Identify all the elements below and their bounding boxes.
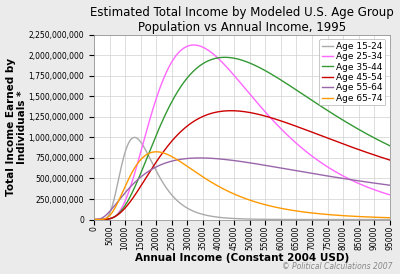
Age 65-74 — [388, 216, 392, 219]
Age 15-24 — [127, 140, 132, 144]
Age 65-74 — [93, 218, 98, 221]
Age 35-44 — [222, 56, 227, 59]
Age 25-34 — [219, 60, 224, 63]
Age 65-74 — [382, 216, 387, 219]
Age 15-24 — [132, 136, 137, 139]
Y-axis label: Total Income Earned by
Individuals *: Total Income Earned by Individuals * — [6, 58, 27, 196]
Age 45-54 — [388, 158, 392, 162]
X-axis label: Annual Income (Constant 2004 USD): Annual Income (Constant 2004 USD) — [135, 253, 349, 263]
Age 65-74 — [144, 153, 149, 156]
Age 35-44 — [206, 59, 211, 62]
Age 15-24 — [219, 216, 224, 219]
Age 15-24 — [350, 218, 355, 221]
Legend: Age 15-24, Age 25-34, Age 35-44, Age 45-54, Age 55-64, Age 65-74: Age 15-24, Age 25-34, Age 35-44, Age 45-… — [319, 39, 386, 105]
Age 65-74 — [219, 186, 224, 190]
Text: © Political Calculations 2007: © Political Calculations 2007 — [282, 262, 392, 271]
Age 55-64 — [219, 158, 224, 161]
Age 35-44 — [388, 144, 392, 147]
Age 35-44 — [127, 197, 132, 200]
Title: Estimated Total Income by Modeled U.S. Age Group
Population vs Annual Income, 19: Estimated Total Income by Modeled U.S. A… — [90, 5, 394, 33]
Age 65-74 — [206, 179, 211, 182]
Age 45-54 — [127, 201, 132, 205]
Age 55-64 — [127, 187, 132, 190]
Age 35-44 — [382, 141, 387, 145]
Age 55-64 — [382, 183, 387, 186]
Age 25-34 — [382, 192, 387, 195]
Line: Age 25-34: Age 25-34 — [96, 45, 390, 219]
Age 55-64 — [388, 184, 392, 187]
Age 65-74 — [127, 176, 132, 179]
Age 45-54 — [144, 175, 149, 179]
Age 15-24 — [93, 218, 98, 221]
Age 45-54 — [350, 146, 355, 149]
Age 35-44 — [93, 218, 98, 221]
Age 35-44 — [144, 157, 149, 161]
Line: Age 55-64: Age 55-64 — [96, 158, 390, 219]
Age 55-64 — [93, 218, 98, 221]
Age 55-64 — [206, 156, 211, 160]
Age 15-24 — [144, 150, 149, 154]
Age 45-54 — [93, 218, 98, 221]
Line: Age 15-24: Age 15-24 — [96, 137, 390, 219]
Age 45-54 — [219, 110, 224, 113]
Line: Age 45-54: Age 45-54 — [96, 111, 390, 219]
Age 15-24 — [206, 214, 211, 217]
Age 55-64 — [198, 156, 202, 159]
Age 35-44 — [219, 56, 224, 59]
Age 25-34 — [191, 43, 196, 47]
Age 25-34 — [93, 218, 98, 221]
Age 55-64 — [144, 171, 149, 174]
Age 65-74 — [154, 150, 159, 153]
Age 45-54 — [229, 109, 234, 112]
Line: Age 65-74: Age 65-74 — [96, 152, 390, 219]
Age 15-24 — [388, 218, 392, 221]
Age 25-34 — [127, 189, 132, 192]
Age 45-54 — [206, 113, 211, 116]
Age 25-34 — [206, 49, 211, 52]
Age 25-34 — [388, 193, 392, 196]
Age 55-64 — [350, 178, 355, 182]
Age 25-34 — [350, 179, 355, 182]
Age 65-74 — [350, 215, 355, 218]
Line: Age 35-44: Age 35-44 — [96, 57, 390, 219]
Age 15-24 — [382, 218, 387, 221]
Age 25-34 — [144, 129, 149, 132]
Age 35-44 — [350, 124, 355, 127]
Age 45-54 — [382, 157, 387, 160]
